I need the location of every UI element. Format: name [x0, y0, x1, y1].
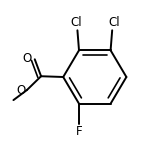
Text: Cl: Cl [108, 16, 120, 29]
Text: O: O [23, 52, 32, 65]
Text: O: O [17, 84, 26, 97]
Text: Cl: Cl [70, 16, 82, 29]
Text: F: F [76, 125, 82, 138]
